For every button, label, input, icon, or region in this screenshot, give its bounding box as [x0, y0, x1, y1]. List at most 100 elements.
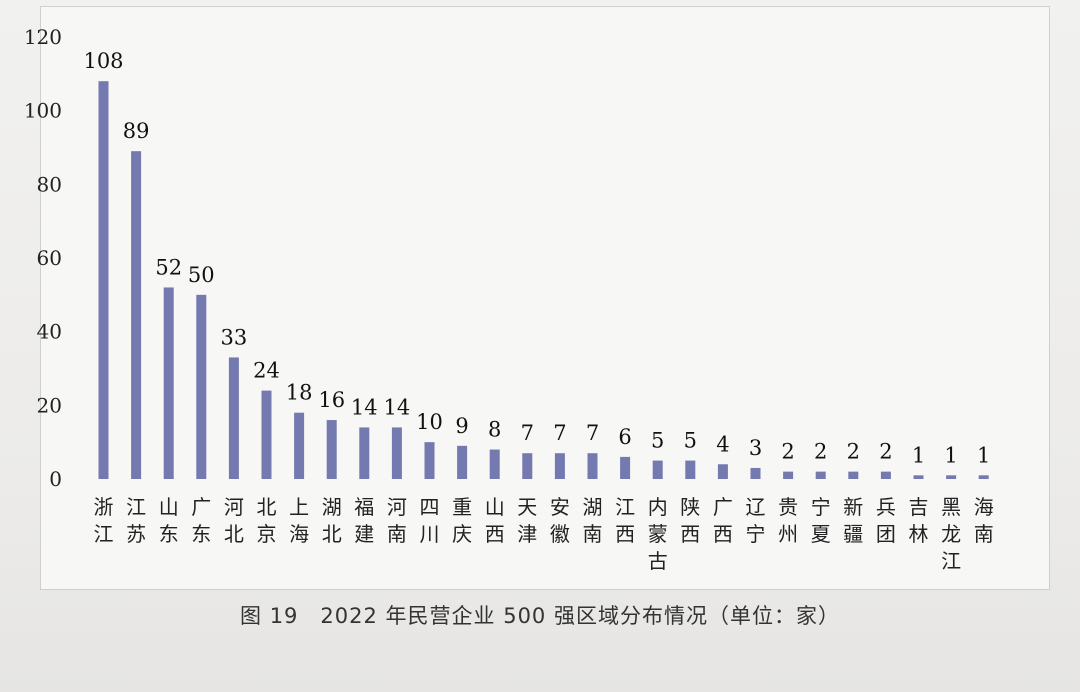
category-label: 新疆 [843, 495, 863, 546]
data-label: 18 [286, 381, 313, 405]
category-label: 陕西 [680, 495, 700, 546]
bar [554, 453, 565, 479]
bar [131, 151, 142, 479]
category-label: 四川 [420, 495, 440, 546]
data-label: 14 [384, 395, 411, 419]
bar [652, 460, 663, 479]
category-label: 辽宁 [746, 495, 766, 546]
data-label: 9 [455, 414, 468, 438]
bar [946, 475, 957, 479]
bar [783, 471, 794, 479]
category-label: 重庆 [452, 495, 472, 546]
bar [978, 475, 989, 479]
bar [457, 445, 468, 479]
category-label: 山西 [485, 495, 505, 546]
data-label: 3 [749, 436, 762, 460]
data-label: 8 [488, 418, 501, 442]
category-label: 吉林 [909, 495, 929, 546]
y-tick-label: 60 [37, 246, 62, 270]
category-label: 北京 [257, 495, 277, 546]
category-label: 河南 [387, 495, 407, 546]
y-tick-label: 120 [24, 25, 62, 49]
data-label: 5 [651, 429, 664, 453]
category-label: 天津 [517, 495, 537, 546]
data-label: 108 [83, 49, 123, 73]
data-label: 5 [684, 429, 697, 453]
category-label: 湖南 [583, 495, 603, 546]
data-label: 24 [253, 359, 280, 383]
bar [196, 294, 207, 479]
data-label: 1 [944, 443, 957, 467]
data-label: 2 [781, 440, 794, 464]
data-label: 7 [553, 421, 566, 445]
bar [685, 460, 696, 479]
category-labels: 浙江江苏山东广东河北北京上海湖北福建河南四川重庆山西天津安徽湖南江西内蒙古陕西广… [94, 495, 994, 573]
data-label: 2 [814, 440, 827, 464]
bar [359, 427, 370, 479]
bar [717, 464, 728, 479]
data-label: 14 [351, 395, 378, 419]
category-label: 浙江 [94, 495, 114, 546]
bar [489, 449, 500, 479]
data-label: 52 [155, 255, 182, 279]
category-label: 内蒙古 [648, 495, 668, 573]
y-tick-label: 0 [49, 467, 62, 491]
data-label: 7 [586, 421, 599, 445]
bar [424, 442, 435, 479]
data-label: 89 [123, 119, 150, 143]
bar [880, 471, 891, 479]
category-label: 河北 [224, 495, 244, 546]
y-tick-label: 40 [37, 320, 62, 344]
bar [326, 420, 337, 479]
bar [587, 453, 598, 479]
chart-title: 2022 年民营企业 500 强区域分布情况（单位：家） [320, 604, 840, 628]
bar [848, 471, 859, 479]
chart-panel [40, 6, 1050, 590]
category-label: 湖北 [322, 495, 342, 546]
bar [98, 81, 109, 479]
category-label: 黑龙江 [941, 495, 961, 573]
y-tick-label: 20 [37, 393, 62, 417]
data-label: 6 [618, 425, 631, 449]
data-label: 16 [318, 388, 345, 412]
category-label: 贵州 [778, 495, 798, 546]
bar [261, 390, 272, 479]
bar [750, 467, 761, 479]
data-label: 4 [716, 432, 729, 456]
bar [294, 412, 305, 479]
data-label: 1 [912, 443, 925, 467]
category-label: 兵团 [876, 495, 896, 546]
y-tick-label: 100 [24, 99, 62, 123]
category-label: 广西 [713, 495, 733, 546]
category-label: 宁夏 [811, 495, 831, 546]
bar [815, 471, 826, 479]
category-label: 江苏 [126, 495, 146, 546]
y-tick-label: 80 [37, 172, 62, 196]
figure-caption: 图 19 2022 年民营企业 500 强区域分布情况（单位：家） [0, 600, 1080, 630]
data-label: 1 [977, 443, 990, 467]
y-axis: 0 20 40 60 80 100 120 [24, 25, 62, 491]
bar [391, 427, 402, 479]
bar [913, 475, 924, 479]
bar [228, 357, 239, 479]
bar [620, 456, 631, 479]
category-label: 海南 [974, 495, 994, 546]
data-label: 33 [221, 325, 248, 349]
category-label: 安徽 [550, 495, 570, 546]
data-label: 2 [847, 440, 860, 464]
category-label: 广东 [191, 495, 211, 546]
bar [522, 453, 533, 479]
data-label: 50 [188, 263, 215, 287]
category-label: 江西 [615, 495, 635, 546]
category-label: 上海 [289, 495, 309, 546]
bars [98, 81, 989, 479]
data-label: 10 [416, 410, 443, 434]
data-label: 2 [879, 440, 892, 464]
data-label: 7 [521, 421, 534, 445]
figure-number: 图 19 [240, 604, 299, 628]
category-label: 山东 [159, 495, 179, 546]
bar [163, 287, 174, 479]
category-label: 福建 [354, 495, 374, 546]
